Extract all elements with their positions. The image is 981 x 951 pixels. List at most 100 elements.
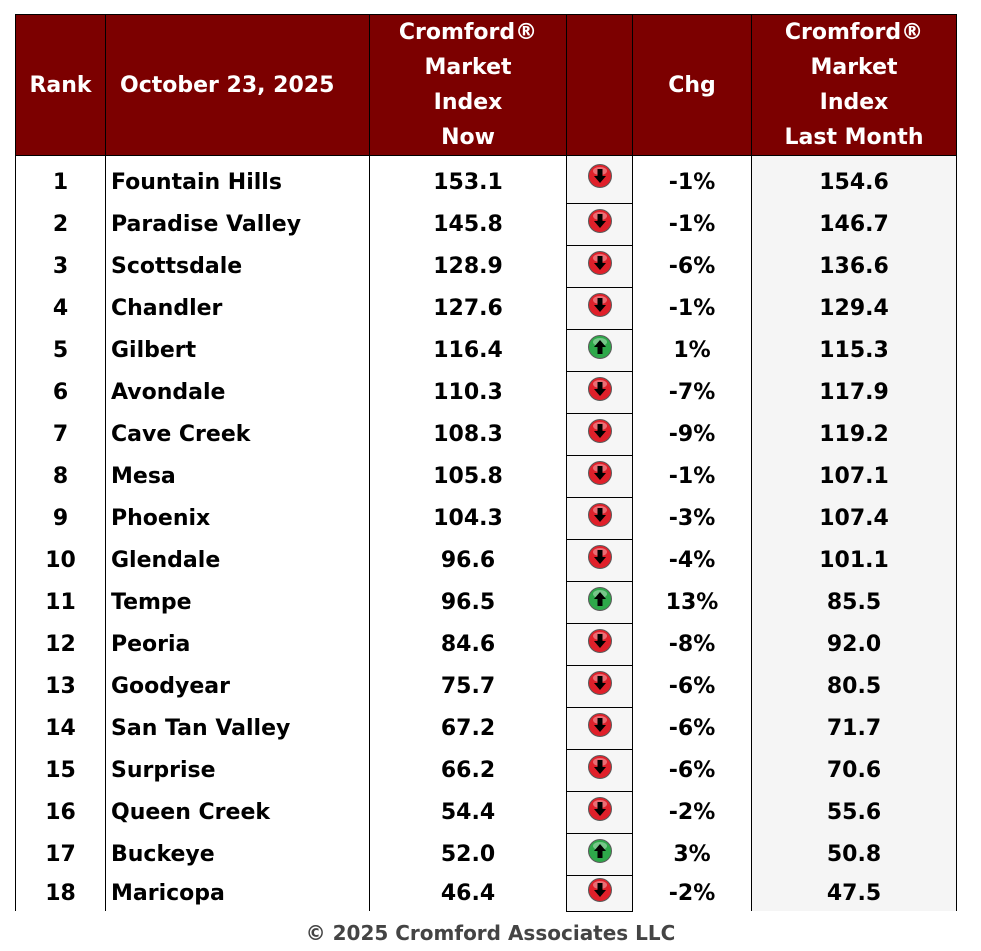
change-cell: -2% [632,875,752,911]
index-now-cell: 153.1 [369,155,567,203]
city-cell: Glendale [105,539,370,581]
city-cell: Paradise Valley [105,203,370,245]
trend-arrow-cell [566,370,633,414]
header-last-line: Cromford® [784,20,924,45]
rank-cell: 16 [15,791,106,833]
trend-arrow-cell [566,832,633,876]
trend-arrow-cell [566,454,633,498]
index-last-month-cell: 71.7 [751,707,957,749]
green-up-arrow-icon [587,335,612,359]
rank-cell: 5 [15,329,106,371]
index-last-month-cell: 136.6 [751,245,957,287]
city-cell: Goodyear [105,665,370,707]
change-cell: 1% [632,329,752,371]
table-row: 1 Fountain Hills 153.1 -1% 154.6 [15,155,957,204]
index-now-cell: 67.2 [369,707,567,749]
rank-cell: 7 [15,413,106,455]
index-last-month-cell: 119.2 [751,413,957,455]
rank-cell: 10 [15,539,106,581]
index-last-month-cell: 101.1 [751,539,957,581]
city-cell: Cave Creek [105,413,370,455]
table-body: 1 Fountain Hills 153.1 -1% 154.6 2 Paradise Va… [15,155,957,912]
change-cell: -3% [632,497,752,539]
rank-cell: 14 [15,707,106,749]
trend-arrow-cell [566,790,633,834]
city-cell: Scottsdale [105,245,370,287]
index-last-month-cell: 50.8 [751,833,957,875]
index-last-month-cell: 80.5 [751,665,957,707]
trend-arrow-cell [566,155,633,204]
city-cell: Gilbert [105,329,370,371]
green-up-arrow-icon [587,839,612,863]
table-row: 8 Mesa 105.8 -1% 107.1 [15,454,957,498]
change-cell: -1% [632,155,752,203]
index-now-cell: 96.6 [369,539,567,581]
red-down-arrow-icon [587,671,612,695]
green-up-arrow-icon [587,587,612,611]
index-last-month-cell: 47.5 [751,875,957,911]
copyright-footer: © 2025 Cromford Associates LLC [305,921,676,945]
market-index-table: Rank October 23, 2025 Cromford® Market I… [15,14,957,912]
header-chg: Chg [632,14,752,156]
trend-arrow-cell [566,412,633,456]
header-now-line: Index [433,90,503,115]
red-down-arrow-icon [587,797,612,821]
table-row: 11 Tempe 96.5 13% 85.5 [15,580,957,624]
header-now-line: Cromford® [398,20,538,45]
rank-cell: 12 [15,623,106,665]
index-last-month-cell: 154.6 [751,155,957,203]
red-down-arrow-icon [587,503,612,527]
rank-cell: 4 [15,287,106,329]
rank-cell: 13 [15,665,106,707]
index-last-month-cell: 70.6 [751,749,957,791]
red-down-arrow-icon [587,251,612,275]
index-now-cell: 116.4 [369,329,567,371]
header-now-line: Market [424,55,512,80]
trend-arrow-cell [566,202,633,246]
index-last-month-cell: 107.1 [751,455,957,497]
table-row: 6 Avondale 110.3 -7% 117.9 [15,370,957,414]
index-last-month-cell: 129.4 [751,287,957,329]
index-now-cell: 145.8 [369,203,567,245]
header-rank: Rank [15,14,106,156]
red-down-arrow-icon [587,545,612,569]
change-cell: 3% [632,833,752,875]
city-cell: Surprise [105,749,370,791]
table-row: 17 Buckeye 52.0 3% 50.8 [15,832,957,876]
rank-cell: 2 [15,203,106,245]
header-last-line: Market [810,55,898,80]
index-now-cell: 96.5 [369,581,567,623]
city-cell: Maricopa [105,875,370,911]
red-down-arrow-icon [587,164,612,189]
header-last-line: Index [819,90,889,115]
change-cell: 13% [632,581,752,623]
table-row: 4 Chandler 127.6 -1% 129.4 [15,286,957,330]
trend-arrow-cell [566,286,633,330]
index-now-cell: 127.6 [369,287,567,329]
index-now-cell: 75.7 [369,665,567,707]
header-index-last-month: Cromford® Market Index Last Month [751,14,957,156]
trend-arrow-cell [566,244,633,288]
change-cell: -9% [632,413,752,455]
change-cell: -6% [632,665,752,707]
change-cell: -1% [632,287,752,329]
index-now-cell: 66.2 [369,749,567,791]
red-down-arrow-icon [587,293,612,317]
table-row: 14 San Tan Valley 67.2 -6% 71.7 [15,706,957,750]
red-down-arrow-icon [587,209,612,233]
table-row: 5 Gilbert 116.4 1% 115.3 [15,328,957,372]
header-index-now: Cromford® Market Index Now [369,14,567,156]
index-last-month-cell: 146.7 [751,203,957,245]
trend-arrow-cell [566,328,633,372]
table-row: 15 Surprise 66.2 -6% 70.6 [15,748,957,792]
index-now-cell: 108.3 [369,413,567,455]
city-cell: Avondale [105,371,370,413]
city-cell: San Tan Valley [105,707,370,749]
change-cell: -2% [632,791,752,833]
table-row: 7 Cave Creek 108.3 -9% 119.2 [15,412,957,456]
table-row: 3 Scottsdale 128.9 -6% 136.6 [15,244,957,288]
trend-arrow-cell [566,580,633,624]
trend-arrow-cell [566,622,633,666]
city-cell: Chandler [105,287,370,329]
index-now-cell: 104.3 [369,497,567,539]
